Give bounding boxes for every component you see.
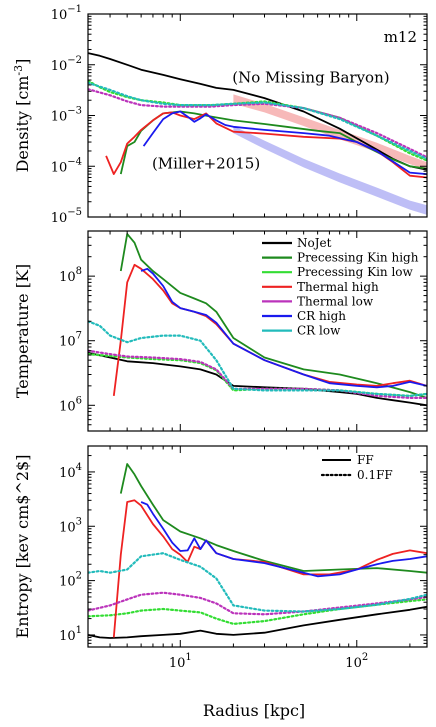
legend: FF0.1FF <box>320 453 393 482</box>
band-miller-2015 <box>233 126 427 215</box>
legend-label: CR high <box>297 309 346 323</box>
series-nojet <box>88 52 427 171</box>
y-tick-label: 106 <box>59 395 82 414</box>
legend-label: CR low <box>297 324 341 338</box>
annotation: (Miller+2015) <box>152 155 260 173</box>
y-tick-label: 104 <box>59 462 82 481</box>
series-cr-low <box>88 320 427 397</box>
y-tick-label: 101 <box>59 625 82 644</box>
legend-label: Thermal low <box>297 294 374 308</box>
series-cr-high <box>140 501 427 578</box>
axes-frame <box>87 230 428 432</box>
y-axis-label: Density [cm-3] <box>12 59 32 173</box>
series-thermal-low <box>88 88 427 159</box>
panel-bottom: 101 102 103 104 101 102 Entropy [kev cm$^2$] FF… <box>13 445 428 671</box>
series-nojet <box>88 605 427 639</box>
y-tick-label: 10−3 <box>51 106 82 125</box>
plot-area <box>88 52 427 215</box>
axes-frame <box>87 13 428 218</box>
y-axis-label: Entropy [kev cm$^2$] <box>13 455 32 639</box>
y-tick-label: 10−5 <box>51 207 82 226</box>
y-tick-label: 10−2 <box>51 55 82 74</box>
axes-frame <box>87 445 428 648</box>
series-cr-low <box>88 81 427 160</box>
x-axis-label: Radius [kpc] <box>203 701 305 720</box>
annotation: (No Missing Baryon) <box>232 68 389 86</box>
y-tick-label: 10−1 <box>51 4 82 23</box>
legend-label: NoJet <box>297 236 332 250</box>
panel-top: 10−5 10−4 10−3 10−2 10−1 Density [cm-3] m12 (No… <box>12 4 428 226</box>
series-cr-high <box>140 267 427 389</box>
plot-area <box>88 463 427 639</box>
legend-label: 0.1FF <box>357 468 393 482</box>
plot-area <box>88 233 427 407</box>
series-thermal-low <box>88 591 427 616</box>
series-precessing-kin-high <box>119 233 427 399</box>
y-axis-label: Temperature [K] <box>13 264 32 398</box>
series-nojet <box>88 351 427 407</box>
series-cr-low <box>88 552 427 613</box>
legend-label: Precessing Kin high <box>297 251 419 265</box>
legend-label: Thermal high <box>297 280 379 294</box>
series-cr-high <box>142 110 427 175</box>
y-tick-label: 102 <box>59 571 82 590</box>
y-tick-label: 107 <box>59 331 82 350</box>
x-tick-label: 102 <box>345 652 368 671</box>
x-tick-label: 101 <box>169 652 192 671</box>
y-tick-label: 10−4 <box>51 156 82 175</box>
legend-label: FF <box>357 453 374 467</box>
series-thermal-low <box>88 349 427 399</box>
y-tick-label: 103 <box>59 516 82 535</box>
panel-title: m12 <box>384 28 417 46</box>
legend-label: Precessing Kin low <box>297 265 414 279</box>
series-thermal-high <box>112 263 427 397</box>
series-precessing-kin-low <box>88 598 427 625</box>
y-tick-label: 108 <box>59 266 82 285</box>
